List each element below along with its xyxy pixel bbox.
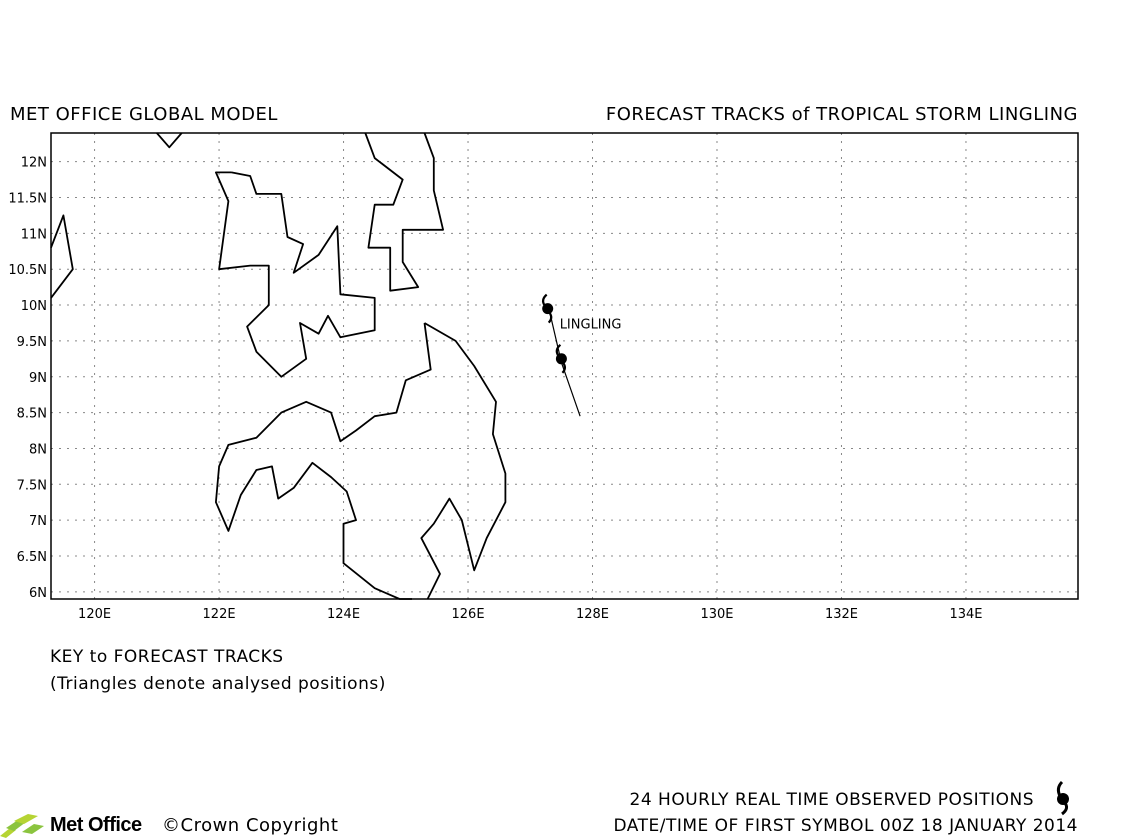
copyright-text: ©Crown Copyright — [162, 815, 339, 836]
cyclone-symbol-icon — [1056, 780, 1069, 816]
lat-tick-label: 12N — [21, 156, 47, 171]
lat-tick-label: 8.5N — [17, 407, 47, 422]
coastline — [420, 322, 507, 600]
key-note: (Triangles denote analysed positions) — [50, 674, 386, 694]
met-office-logo: Met Office — [0, 810, 142, 840]
first-symbol-date-label: DATE/TIME OF FIRST SYMBOL 00Z 18 JANUARY… — [613, 816, 1078, 836]
lon-tick-label: 122E — [203, 607, 236, 622]
coastline — [156, 132, 183, 149]
lat-tick-label: 10.5N — [8, 263, 47, 278]
lon-tick-label: 132E — [825, 607, 858, 622]
logo-wordmark: Met Office — [50, 813, 142, 836]
lat-tick-label: 9.5N — [17, 335, 47, 350]
coastline — [214, 322, 432, 600]
observed-positions-label: 24 HOURLY REAL TIME OBSERVED POSITIONS — [629, 790, 1034, 810]
model-title: MET OFFICE GLOBAL MODEL — [10, 104, 278, 125]
coastline — [364, 132, 445, 292]
lat-tick-label: 8N — [29, 442, 47, 457]
coastline — [50, 214, 74, 299]
lon-tick-label: 128E — [576, 607, 609, 622]
grid-lines — [51, 133, 1078, 599]
storm-track: LINGLING — [542, 293, 622, 417]
cyclone-symbol-icon — [542, 293, 554, 324]
lon-tick-label: 126E — [452, 607, 485, 622]
axis-tick-labels: 120E 122E 124E 126E 128E 130E 132E 134E 6N 6.5N 7N… — [8, 156, 982, 622]
forecast-title: FORECAST TRACKS of TROPICAL STORM LINGLI… — [605, 104, 1078, 125]
key-title: KEY to FORECAST TRACKS — [50, 647, 284, 667]
lat-tick-label: 9N — [29, 371, 47, 386]
lat-tick-label: 11N — [21, 227, 47, 242]
lat-tick-label: 10N — [21, 299, 47, 314]
coastlines — [50, 132, 507, 600]
lat-tick-label: 7.5N — [17, 478, 47, 493]
cyclone-symbol-icon — [555, 343, 567, 374]
storm-name-label: LINGLING — [560, 318, 622, 333]
lat-tick-label: 6.5N — [17, 550, 47, 565]
lat-tick-label: 7N — [29, 514, 47, 529]
met-office-logo-icon — [0, 814, 44, 838]
lon-tick-label: 130E — [700, 607, 733, 622]
coastline — [214, 171, 376, 378]
lon-tick-label: 134E — [949, 607, 982, 622]
lon-tick-label: 124E — [327, 607, 360, 622]
lat-tick-label: 6N — [29, 586, 47, 601]
lat-tick-label: 11.5N — [8, 192, 47, 207]
lon-tick-label: 120E — [78, 607, 111, 622]
map-frame — [50, 132, 1079, 600]
